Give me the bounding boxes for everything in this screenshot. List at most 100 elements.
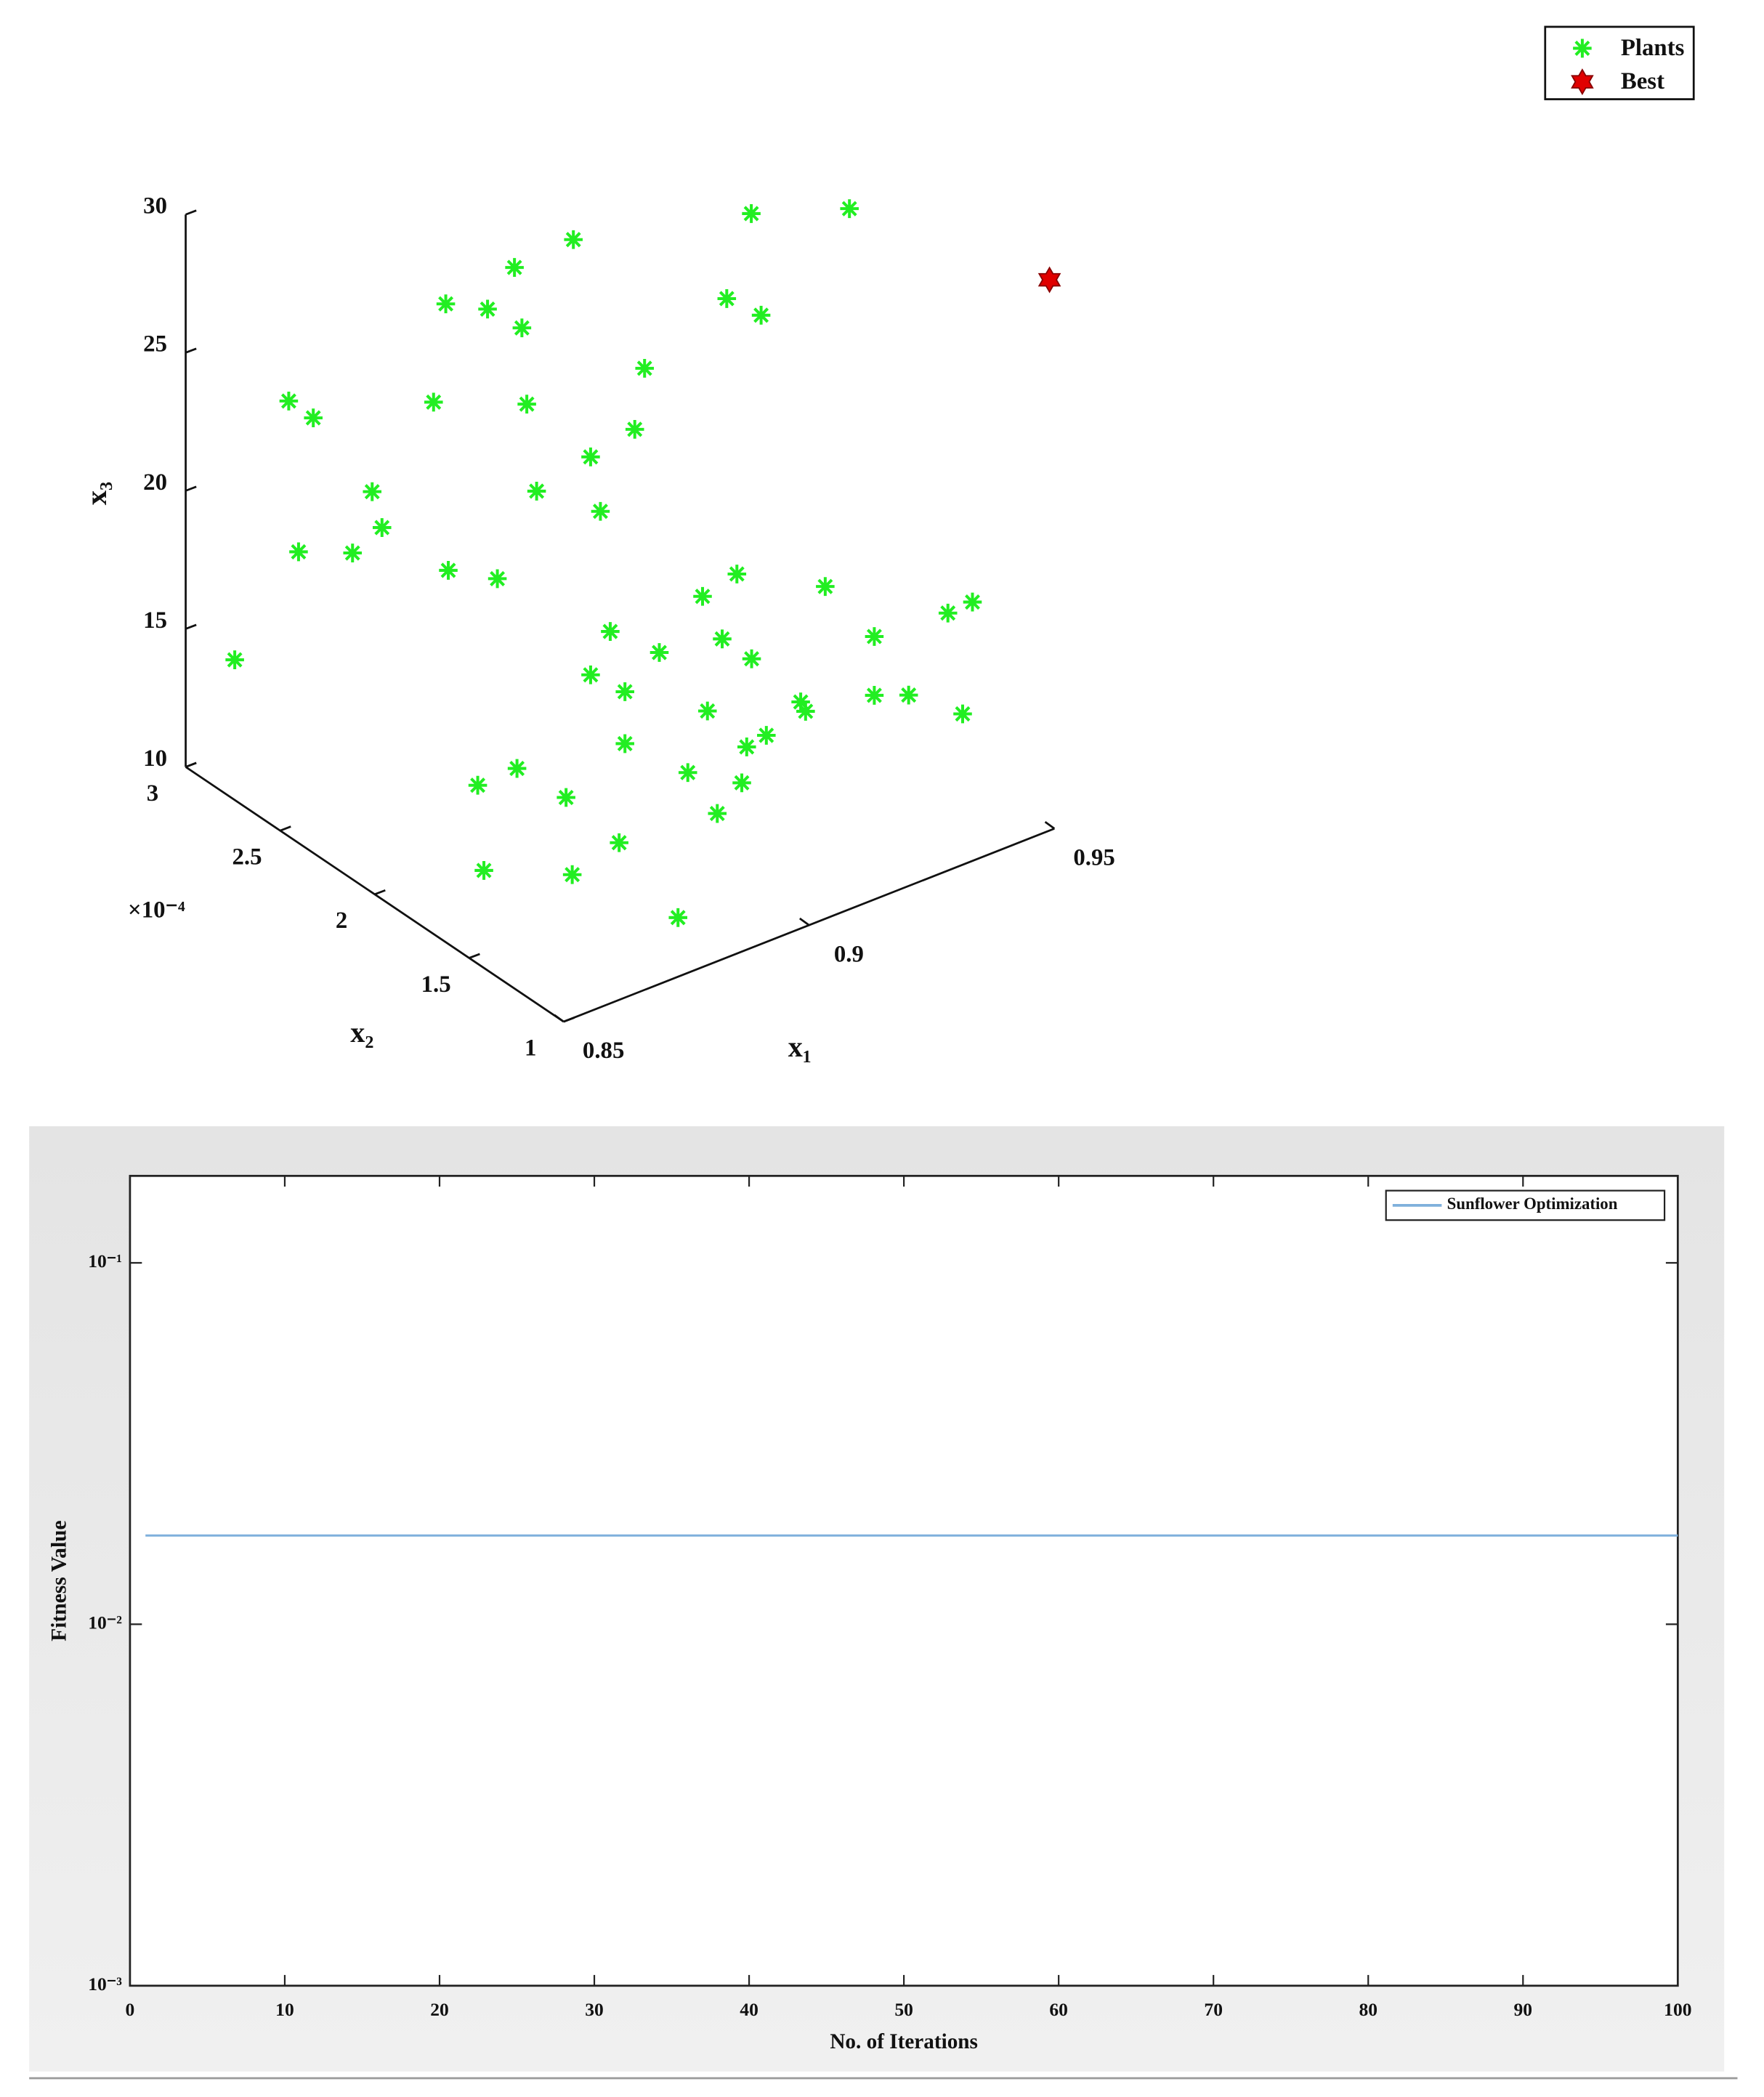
- x3-tick-label: 30: [143, 193, 167, 219]
- plant-marker: [564, 230, 583, 249]
- plant-marker: [791, 692, 810, 711]
- plot-area: [129, 1174, 1679, 1987]
- x3-tick: [185, 209, 197, 216]
- x-tick-label: 50: [894, 1999, 913, 2020]
- legend-label: Best: [1621, 68, 1664, 94]
- plant-marker: [478, 299, 497, 319]
- plant-marker: [953, 704, 972, 724]
- plant-marker: [865, 686, 884, 705]
- x-tick-label: 10: [275, 1999, 294, 2020]
- plant-marker: [693, 586, 712, 606]
- legend-marker: [1573, 39, 1592, 58]
- plant-marker: [581, 447, 600, 466]
- x1-tick-label: 0.95: [1073, 844, 1114, 870]
- plant-marker: [708, 804, 727, 823]
- x3-tick-label: 20: [143, 469, 167, 496]
- plant-marker: [372, 518, 392, 537]
- plant-marker: [512, 318, 532, 338]
- plant-marker: [591, 501, 610, 521]
- plant-marker: [505, 258, 524, 278]
- plant-marker: [517, 395, 536, 414]
- x-tick-label: 80: [1359, 1999, 1377, 2020]
- plant-marker: [615, 734, 634, 753]
- x2-axis-title: x₂: [350, 1016, 373, 1048]
- x3-tick: [185, 485, 197, 492]
- x1-axis-title: x₁: [788, 1030, 812, 1063]
- x3-axis-title: x₃: [80, 482, 113, 505]
- plant-marker: [865, 627, 884, 646]
- x1-tick: [799, 917, 810, 926]
- y-tick-label: 10⁻¹: [88, 1250, 122, 1272]
- x1-tick: [554, 1014, 565, 1023]
- plant-marker: [474, 861, 493, 880]
- x-tick-label: 100: [1664, 1999, 1691, 2020]
- x2-tick: [280, 825, 291, 832]
- plant-marker: [635, 358, 655, 378]
- plant-marker: [557, 788, 575, 807]
- plant-marker: [717, 289, 737, 308]
- plant-marker: [727, 565, 747, 583]
- x1-tick-label: 0.9: [834, 941, 864, 967]
- x2-tick: [469, 953, 480, 959]
- x2-tick-label: 1.5: [421, 971, 451, 998]
- y-tick-label: 10⁻²: [88, 1612, 122, 1633]
- plant-marker: [678, 763, 697, 783]
- plant-marker: [279, 391, 299, 411]
- plant-marker: [487, 569, 507, 589]
- plant-marker: [343, 544, 363, 562]
- legend-label: Plants: [1621, 35, 1685, 61]
- plant-marker: [713, 629, 732, 649]
- x1-tick: [1044, 821, 1056, 830]
- y-tick-label: 10⁻³: [88, 1973, 122, 1995]
- plant-marker: [562, 865, 582, 884]
- plant-marker: [650, 643, 669, 662]
- x3-tick: [185, 347, 197, 354]
- plant-marker: [737, 738, 756, 756]
- plant-marker: [742, 649, 761, 668]
- x3-tick: [185, 623, 197, 630]
- plant-marker: [757, 726, 776, 745]
- x2-tick: [563, 1017, 575, 1023]
- x2-tick: [374, 889, 386, 896]
- x-tick-label: 70: [1204, 1999, 1223, 2020]
- plant-marker: [816, 577, 835, 597]
- plant-marker: [527, 482, 546, 501]
- x1-axis: [563, 828, 1055, 1023]
- plant-marker: [615, 682, 634, 701]
- x-tick-label: 40: [740, 1999, 758, 2020]
- plant-marker: [732, 773, 751, 793]
- x3-tick-label: 10: [143, 746, 167, 772]
- x1-tick-label: 0.85: [583, 1038, 624, 1064]
- x-tick-label: 20: [430, 1999, 449, 2020]
- plant-marker: [581, 665, 600, 684]
- plant-marker: [796, 702, 815, 721]
- x-tick-label: 30: [585, 1999, 604, 2020]
- plant-marker: [225, 650, 244, 669]
- legend-box: [1544, 25, 1695, 100]
- plant-marker: [601, 622, 620, 642]
- plant-marker: [625, 419, 644, 439]
- plant-marker: [840, 199, 859, 219]
- plant-marker: [436, 294, 456, 314]
- best-marker: [1037, 266, 1061, 294]
- x2-tick-label: 2: [336, 908, 347, 934]
- plant-marker: [751, 305, 771, 325]
- plant-marker: [507, 759, 527, 778]
- plant-marker: [468, 775, 487, 795]
- x-tick-label: 0: [126, 1999, 135, 2020]
- legend-label: Sunflower Optimization: [1447, 1195, 1618, 1213]
- x2-axis: [185, 766, 565, 1023]
- plant-marker: [963, 592, 982, 612]
- plant-marker: [424, 392, 443, 412]
- y-axis-title: Fitness Value: [48, 1520, 71, 1641]
- legend-marker: [1571, 68, 1594, 96]
- plant-marker: [439, 561, 458, 580]
- x-axis-title: No. of Iterations: [830, 2030, 978, 2053]
- x2-tick-label: 1: [525, 1035, 536, 1061]
- plant-marker: [668, 908, 688, 927]
- plant-marker: [289, 542, 308, 562]
- plant-marker: [304, 408, 323, 428]
- x3-tick-label: 25: [143, 331, 167, 357]
- x-tick-label: 90: [1514, 1999, 1533, 2020]
- plant-marker: [697, 701, 717, 721]
